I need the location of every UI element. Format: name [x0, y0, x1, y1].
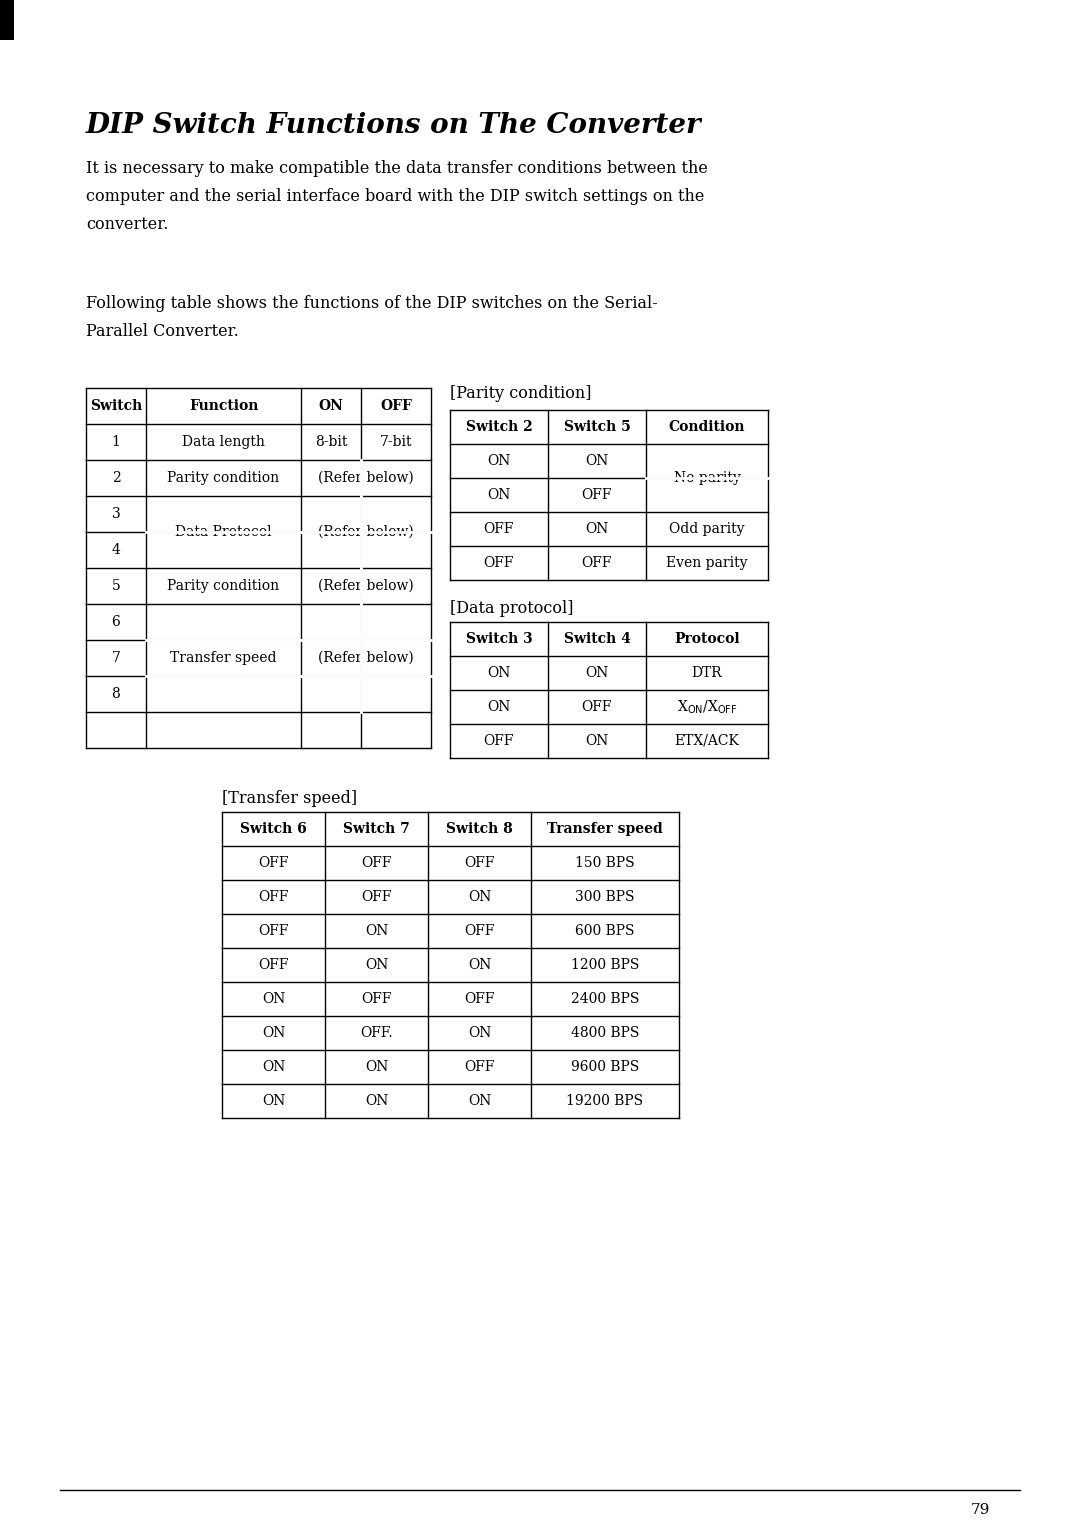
Text: 1200 BPS: 1200 BPS	[571, 958, 639, 972]
Text: OFF: OFF	[258, 958, 288, 972]
Text: 2400 BPS: 2400 BPS	[571, 992, 639, 1006]
Text: 7: 7	[111, 652, 121, 665]
Text: OFF: OFF	[464, 924, 495, 938]
Text: OFF: OFF	[582, 487, 612, 501]
Text: 600 BPS: 600 BPS	[576, 924, 635, 938]
Text: 8: 8	[111, 687, 120, 701]
Text: No parity: No parity	[674, 471, 741, 484]
Text: It is necessary to make compatible the data transfer conditions between the: It is necessary to make compatible the d…	[86, 159, 707, 176]
Text: Parallel Converter.: Parallel Converter.	[86, 323, 239, 340]
Text: Parity condition: Parity condition	[167, 471, 280, 484]
Text: 7-bit: 7-bit	[380, 435, 413, 449]
Text: ON: ON	[585, 734, 609, 748]
Text: OFF: OFF	[380, 399, 411, 412]
Text: (Refer below): (Refer below)	[319, 471, 414, 484]
Text: 150 BPS: 150 BPS	[576, 855, 635, 871]
Text: 2: 2	[111, 471, 120, 484]
Text: ON: ON	[365, 924, 388, 938]
Text: OFF: OFF	[464, 855, 495, 871]
Text: OFF: OFF	[484, 556, 514, 570]
Text: Switch 7: Switch 7	[343, 822, 410, 835]
Text: Switch 6: Switch 6	[240, 822, 307, 835]
Text: OFF: OFF	[484, 734, 514, 748]
Text: OFF.: OFF.	[361, 1026, 393, 1039]
Text: ON: ON	[468, 958, 491, 972]
Text: DTR: DTR	[691, 665, 723, 681]
Text: ON: ON	[487, 665, 511, 681]
Text: OFF: OFF	[582, 701, 612, 714]
Text: [Transfer speed]: [Transfer speed]	[222, 789, 357, 806]
Text: Odd parity: Odd parity	[670, 523, 745, 537]
Text: 5: 5	[111, 579, 120, 593]
Text: 4: 4	[111, 543, 121, 556]
Text: OFF: OFF	[258, 891, 288, 904]
Text: [Data protocol]: [Data protocol]	[450, 599, 573, 616]
Text: Protocol: Protocol	[674, 632, 740, 645]
Text: (Refer below): (Refer below)	[319, 652, 414, 665]
Text: ON: ON	[468, 1026, 491, 1039]
Text: ON: ON	[261, 1095, 285, 1108]
Text: OFF: OFF	[258, 855, 288, 871]
Text: ON: ON	[468, 1095, 491, 1108]
Text: DIP Switch Functions on The Converter: DIP Switch Functions on The Converter	[86, 112, 702, 140]
Text: ON: ON	[468, 891, 491, 904]
Text: ON: ON	[585, 454, 609, 468]
Text: Transfer speed: Transfer speed	[548, 822, 663, 835]
Text: ON: ON	[365, 958, 388, 972]
Text: Switch 3: Switch 3	[465, 632, 532, 645]
Text: converter.: converter.	[86, 216, 168, 233]
Text: 79: 79	[971, 1502, 990, 1518]
Text: Switch: Switch	[90, 399, 143, 412]
Text: ON: ON	[365, 1095, 388, 1108]
Text: ON: ON	[261, 1059, 285, 1075]
Text: 300 BPS: 300 BPS	[576, 891, 635, 904]
Text: 6: 6	[111, 615, 120, 629]
Text: Even parity: Even parity	[666, 556, 747, 570]
Text: ETX/ACK: ETX/ACK	[675, 734, 740, 748]
Text: OFF: OFF	[361, 992, 392, 1006]
Text: Data length: Data length	[183, 435, 265, 449]
Text: OFF: OFF	[582, 556, 612, 570]
Text: ON: ON	[261, 1026, 285, 1039]
Text: computer and the serial interface board with the DIP switch settings on the: computer and the serial interface board …	[86, 189, 704, 205]
Text: Switch 4: Switch 4	[564, 632, 631, 645]
Text: OFF: OFF	[464, 992, 495, 1006]
Text: OFF: OFF	[361, 855, 392, 871]
Text: OFF: OFF	[258, 924, 288, 938]
Text: OFF: OFF	[464, 1059, 495, 1075]
Text: 19200 BPS: 19200 BPS	[566, 1095, 644, 1108]
Text: Switch 5: Switch 5	[564, 420, 631, 434]
Bar	[0, 0, 14, 40]
Text: ON: ON	[487, 701, 511, 714]
Text: X$_{\rm ON}$/X$_{\rm OFF}$: X$_{\rm ON}$/X$_{\rm OFF}$	[677, 699, 738, 716]
Text: OFF: OFF	[484, 523, 514, 537]
Text: Transfer speed: Transfer speed	[171, 652, 276, 665]
Text: ON: ON	[585, 665, 609, 681]
Text: 1: 1	[111, 435, 121, 449]
Text: 3: 3	[111, 507, 120, 521]
Text: [Parity condition]: [Parity condition]	[450, 385, 592, 402]
Text: Function: Function	[189, 399, 258, 412]
Text: 4800 BPS: 4800 BPS	[571, 1026, 639, 1039]
Text: Switch 8: Switch 8	[446, 822, 513, 835]
Text: Data Protocol: Data Protocol	[175, 524, 272, 540]
Text: ON: ON	[487, 487, 511, 501]
Text: (Refer below): (Refer below)	[319, 524, 414, 540]
Text: ON: ON	[261, 992, 285, 1006]
Text: Parity condition: Parity condition	[167, 579, 280, 593]
Text: OFF: OFF	[361, 891, 392, 904]
Text: 8-bit: 8-bit	[314, 435, 347, 449]
Text: Switch 2: Switch 2	[465, 420, 532, 434]
Text: Condition: Condition	[669, 420, 745, 434]
Text: Following table shows the functions of the DIP switches on the Serial-: Following table shows the functions of t…	[86, 294, 658, 313]
Text: ON: ON	[487, 454, 511, 468]
Text: 9600 BPS: 9600 BPS	[571, 1059, 639, 1075]
Text: (Refer below): (Refer below)	[319, 579, 414, 593]
Text: ON: ON	[585, 523, 609, 537]
Text: ON: ON	[319, 399, 343, 412]
Text: ON: ON	[365, 1059, 388, 1075]
